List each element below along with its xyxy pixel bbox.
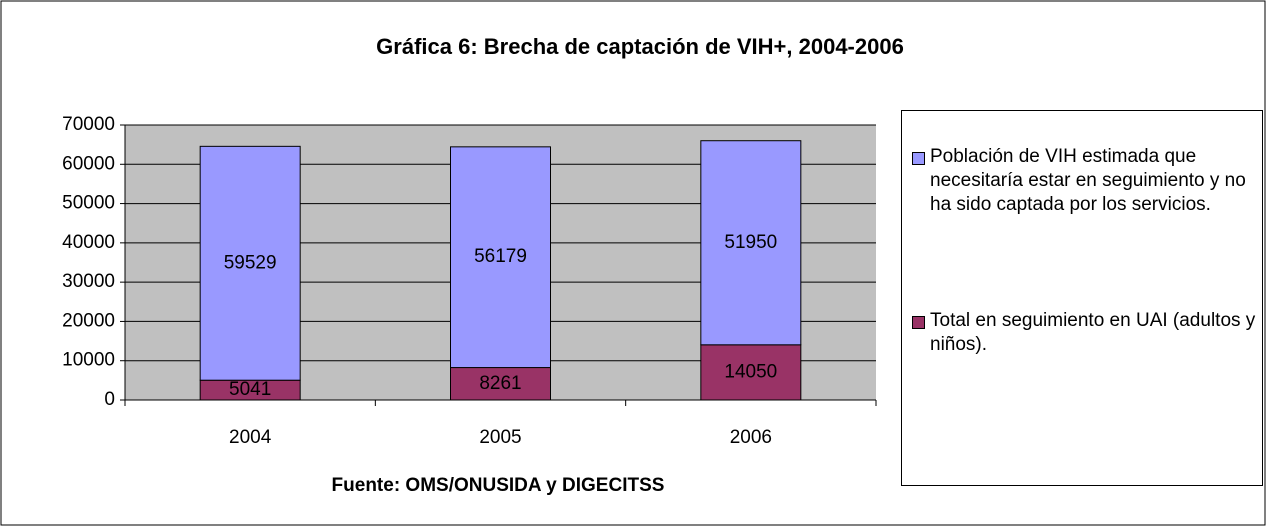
legend-swatch <box>912 152 925 165</box>
chart-title: Gráfica 6: Brecha de captación de VIH+, … <box>376 34 904 59</box>
y-tick-label: 20000 <box>62 310 115 331</box>
data-label: 51950 <box>724 232 777 253</box>
y-tick-label: 70000 <box>62 114 115 135</box>
data-label: 59529 <box>224 252 277 273</box>
bar-segment <box>700 140 802 346</box>
y-tick-label: 10000 <box>62 350 115 371</box>
legend-swatch <box>912 316 925 329</box>
data-label: 8261 <box>479 373 521 394</box>
x-axis-label: Fuente: OMS/ONUSIDA y DIGECITSS <box>332 475 665 496</box>
y-tick-label: 40000 <box>62 232 115 253</box>
legend: Total en seguimiento en UAI (adultos y n… <box>901 110 1263 486</box>
bar-segment <box>450 367 551 401</box>
bar-segment <box>199 145 301 381</box>
x-tick-label: 2004 <box>229 427 272 448</box>
x-tick-label: 2005 <box>479 427 521 448</box>
y-tick-label: 50000 <box>62 193 115 214</box>
y-tick-label: 0 <box>104 389 115 410</box>
y-tick-label: 30000 <box>62 271 115 292</box>
data-label: 5041 <box>229 379 271 400</box>
bar-segment <box>450 146 551 369</box>
data-label: 14050 <box>724 361 777 382</box>
y-tick-label: 60000 <box>62 153 115 174</box>
legend-item: Total en seguimiento en UAI (adultos y n… <box>912 309 1262 357</box>
legend-label: Total en seguimiento en UAI (adultos y n… <box>930 310 1256 355</box>
data-label: 56179 <box>474 246 527 267</box>
legend-label: Población de VIH estimada que necesitarí… <box>930 146 1246 215</box>
x-tick-label: 2006 <box>730 427 772 448</box>
legend-item: Población de VIH estimada que necesitarí… <box>912 145 1262 217</box>
